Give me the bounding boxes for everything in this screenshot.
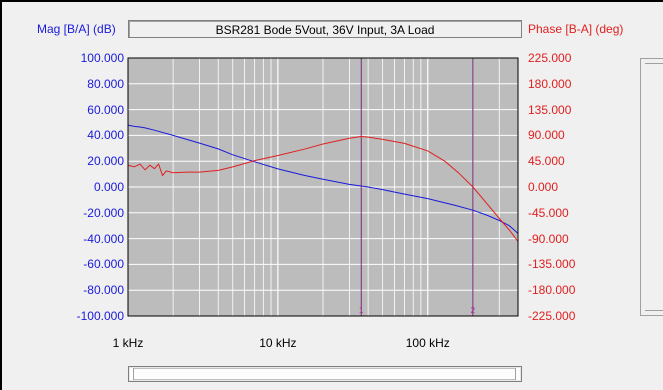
left-y-tick-label: 60.000 bbox=[87, 103, 124, 117]
x-tick-label: 1 kHz bbox=[113, 336, 144, 350]
right-y-tick-label: 0.000 bbox=[528, 180, 558, 194]
right-y-tick-label: 180.000 bbox=[528, 77, 571, 91]
right-y-tick-label: -180.000 bbox=[528, 283, 575, 297]
scrollbar-right-edge bbox=[515, 368, 520, 380]
right-y-tick-label: 45.000 bbox=[528, 154, 565, 168]
right-y-tick-label: 90.000 bbox=[528, 128, 565, 142]
cursor-1-label: 1 bbox=[359, 306, 364, 315]
x-tick-label: 10 kHz bbox=[259, 336, 296, 350]
horizontal-scrollbar[interactable] bbox=[128, 366, 522, 382]
left-y-tick-label: 20.000 bbox=[87, 154, 124, 168]
side-panel bbox=[640, 58, 663, 316]
right-y-tick-label: -90.000 bbox=[528, 232, 569, 246]
scrollbar-thumb[interactable] bbox=[131, 368, 517, 380]
left-y-tick-label: -60.000 bbox=[83, 257, 124, 271]
right-y-tick-label: -135.000 bbox=[528, 257, 575, 271]
left-y-tick-label: 0.000 bbox=[94, 180, 124, 194]
left-y-tick-label: 40.000 bbox=[87, 128, 124, 142]
left-y-tick-label: -80.000 bbox=[83, 283, 124, 297]
left-y-tick-label: 80.000 bbox=[87, 77, 124, 91]
left-y-tick-label: 100.000 bbox=[81, 51, 124, 65]
x-tick-label: 100 kHz bbox=[406, 336, 450, 350]
scrollbar-left-edge bbox=[130, 368, 134, 380]
cursor-2-label: 2 bbox=[471, 306, 476, 315]
right-y-tick-label: 225.000 bbox=[528, 51, 571, 65]
right-y-tick-label: -45.000 bbox=[528, 206, 569, 220]
right-y-tick-label: 135.000 bbox=[528, 103, 571, 117]
right-y-tick-label: -225.000 bbox=[528, 309, 575, 323]
left-y-tick-label: -20.000 bbox=[83, 206, 124, 220]
left-y-tick-label: -100.000 bbox=[77, 309, 124, 323]
left-y-tick-label: -40.000 bbox=[83, 232, 124, 246]
